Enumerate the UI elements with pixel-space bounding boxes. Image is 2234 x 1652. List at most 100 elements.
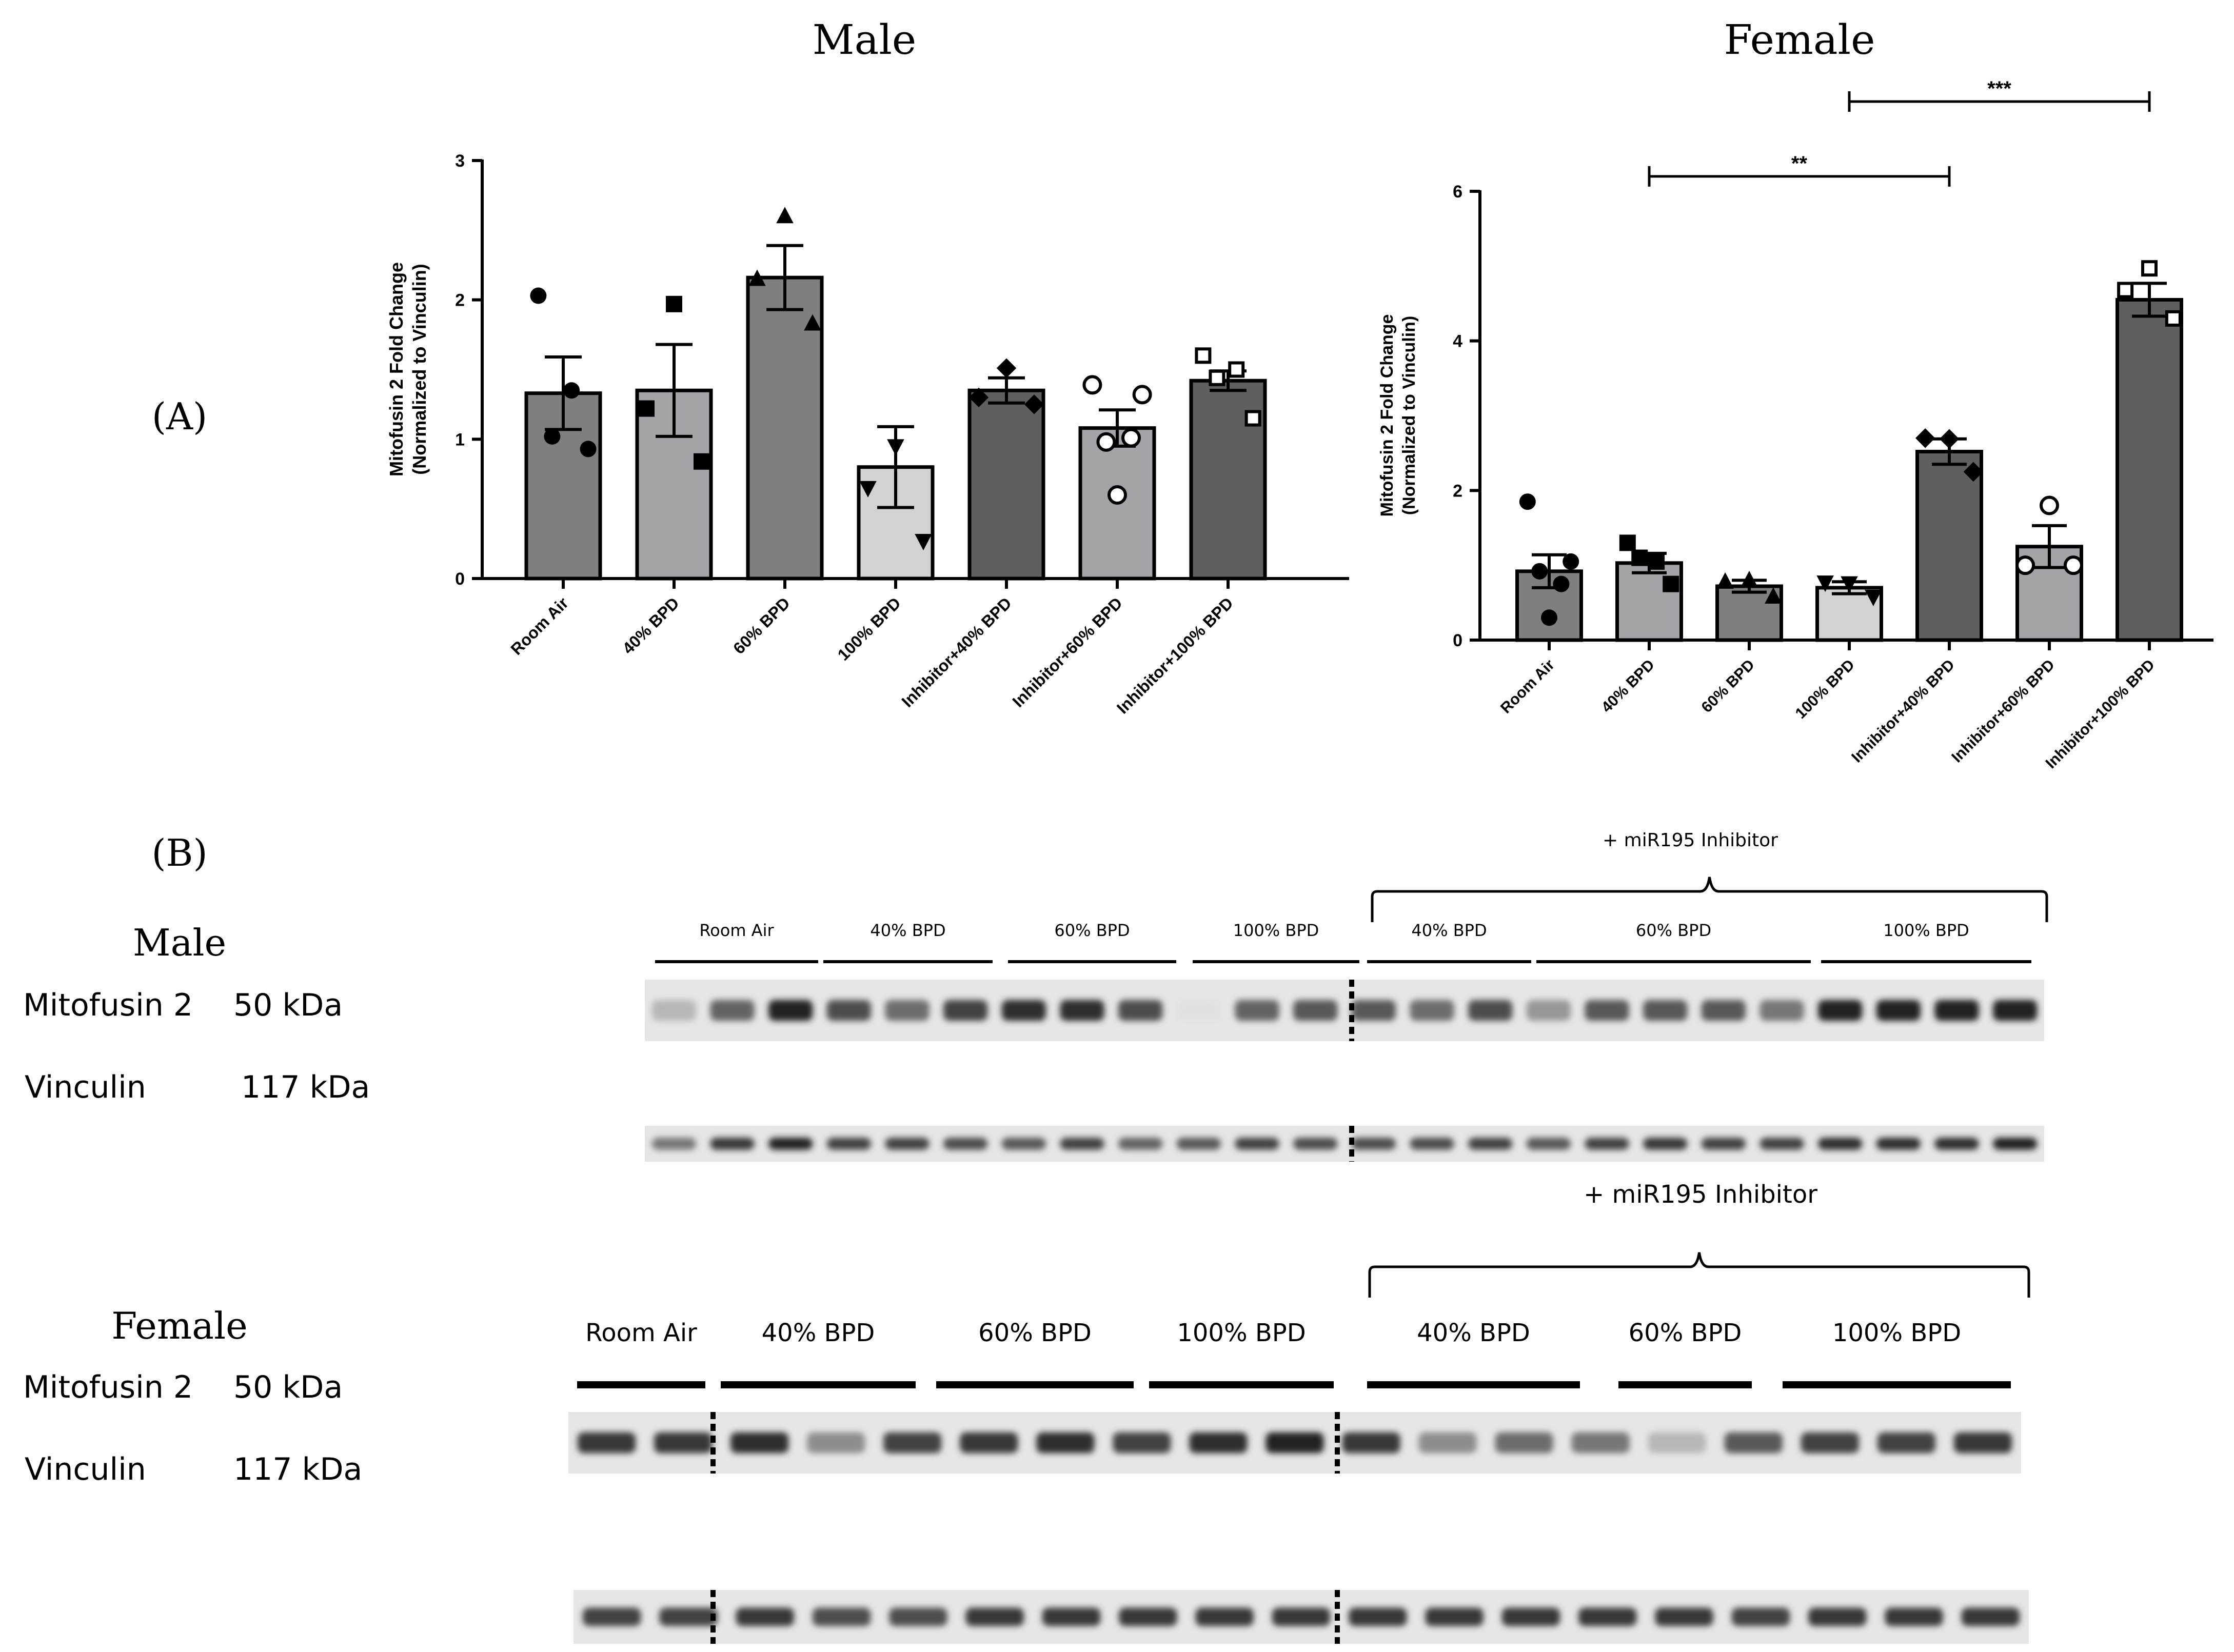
mfn2-band bbox=[1585, 1000, 1629, 1021]
data-point bbox=[1531, 563, 1548, 580]
female-ylabel-line1: Mitofusin 2 Fold Change bbox=[1377, 314, 1397, 517]
vinculin-band bbox=[1351, 1138, 1396, 1150]
mfn2-band bbox=[1418, 1432, 1477, 1454]
mfn2-band bbox=[1176, 1000, 1221, 1021]
mfn2-band bbox=[1342, 1432, 1400, 1454]
female-chart-title: Female bbox=[1724, 16, 1875, 64]
data-point bbox=[1631, 549, 1648, 566]
data-point bbox=[1244, 410, 1261, 427]
lane-group-label: 60% BPD bbox=[1636, 921, 1711, 940]
data-point bbox=[666, 295, 682, 312]
vinculin-band bbox=[1808, 1607, 1867, 1626]
data-point bbox=[694, 453, 710, 470]
data-point bbox=[1082, 375, 1102, 395]
vinculin-band bbox=[1060, 1138, 1104, 1150]
lane-group-label: 60% BPD bbox=[1629, 1319, 1742, 1347]
vinculin-band bbox=[885, 1138, 930, 1150]
x-tick-label: 100% BPD bbox=[1792, 656, 1858, 722]
data-point bbox=[530, 287, 547, 304]
x-tick-label: Inhibitor+100% BPD bbox=[2042, 656, 2158, 772]
mfn2-band bbox=[807, 1432, 865, 1454]
vinculin-band bbox=[1643, 1138, 1688, 1150]
vinculin-band bbox=[1425, 1607, 1484, 1626]
vinculin-band bbox=[1195, 1607, 1254, 1626]
vinculin-band bbox=[943, 1138, 988, 1150]
mfn2-band bbox=[651, 1000, 697, 1021]
x-tick-label: 40% BPD bbox=[1598, 656, 1657, 716]
bar bbox=[2116, 297, 2183, 642]
mfn2-band bbox=[577, 1432, 636, 1454]
female-vinculin-mass-label: 117 kDa bbox=[233, 1451, 362, 1487]
mfn2-band bbox=[1118, 1000, 1163, 1021]
vinculin-band bbox=[659, 1607, 718, 1626]
data-point bbox=[1939, 429, 1960, 449]
data-point bbox=[1553, 575, 1570, 592]
data-point bbox=[1121, 428, 1141, 448]
data-point bbox=[1519, 493, 1536, 510]
data-point bbox=[1209, 369, 1225, 386]
female-vinculin-protein-label: Vinculin bbox=[25, 1451, 146, 1487]
x-tick-label: Inhibitor+60% BPD bbox=[1948, 656, 2058, 766]
lane-group-label: 100% BPD bbox=[1883, 921, 1969, 940]
mfn2-band bbox=[826, 1000, 872, 1021]
mfn2-band bbox=[768, 1000, 813, 1021]
male-ylabel-line2: (Normalized to Vinculin) bbox=[409, 264, 430, 474]
mfn2-band bbox=[654, 1432, 713, 1454]
female-mfn2-protein-label: Mitofusin 2 bbox=[23, 1369, 193, 1405]
data-point bbox=[1963, 462, 1984, 482]
lane-group-label: Room Air bbox=[699, 921, 774, 940]
female-mfn2-mass-label: 50 kDa bbox=[233, 1369, 343, 1405]
mfn2-band bbox=[1526, 1000, 1571, 1021]
lane-group-label: 60% BPD bbox=[978, 1319, 1092, 1347]
mfn2-band bbox=[883, 1432, 942, 1454]
mfn2-band bbox=[1060, 1000, 1104, 1021]
x-tick-label: 100% BPD bbox=[834, 593, 904, 664]
data-point bbox=[1648, 553, 1665, 570]
mfn2-band bbox=[1724, 1432, 1783, 1454]
mfn2-blot-strip bbox=[645, 980, 2044, 1041]
vinculin-band bbox=[1042, 1607, 1101, 1626]
data-point bbox=[1841, 576, 1858, 593]
mfn2-band bbox=[1468, 1000, 1513, 1021]
male-chart-title: Male bbox=[813, 16, 917, 64]
vinculin-band bbox=[1585, 1138, 1629, 1150]
vinculin-band bbox=[1817, 1138, 1863, 1150]
male-mfn2-mass-label: 50 kDa bbox=[233, 987, 343, 1023]
significance-label: *** bbox=[1987, 77, 2011, 100]
data-point bbox=[1741, 570, 1758, 587]
vinculin-band bbox=[1501, 1607, 1560, 1626]
mfn2-band bbox=[1495, 1432, 1553, 1454]
y-tick-label: 2 bbox=[455, 291, 465, 310]
data-point bbox=[859, 481, 877, 497]
lane-group-label: 40% BPD bbox=[762, 1319, 875, 1347]
vinculin-band bbox=[1876, 1138, 1921, 1150]
male-blot-title: Male bbox=[133, 921, 226, 964]
lane-group-label: 100% BPD bbox=[1233, 921, 1319, 940]
lane-group-label: 40% BPD bbox=[1411, 921, 1487, 940]
mfn2-band bbox=[1801, 1432, 1860, 1454]
mfn2-band bbox=[1113, 1432, 1171, 1454]
female-ylabel-line2: (Normalized to Vinculin) bbox=[1399, 316, 1419, 515]
data-point bbox=[1816, 575, 1834, 592]
mfn2-band bbox=[1001, 1000, 1046, 1021]
vinculin-band bbox=[1118, 1138, 1163, 1150]
data-point bbox=[915, 534, 932, 551]
data-point bbox=[1716, 572, 1734, 589]
vinculin-band bbox=[1468, 1138, 1513, 1150]
x-tick-label: 60% BPD bbox=[1698, 656, 1757, 716]
x-tick-label: 60% BPD bbox=[729, 593, 794, 658]
data-point bbox=[1563, 553, 1579, 570]
x-tick-label: Inhibitor+40% BPD bbox=[898, 593, 1015, 711]
data-point bbox=[1132, 385, 1152, 405]
data-point bbox=[2165, 310, 2182, 327]
inhibitor-brace bbox=[1368, 1252, 2030, 1298]
vinculin-band bbox=[651, 1138, 697, 1150]
data-point bbox=[748, 269, 766, 286]
inhibitor-brace bbox=[1371, 877, 2048, 922]
vinculin-band bbox=[1001, 1138, 1046, 1150]
vinculin-band bbox=[1885, 1607, 1943, 1626]
data-point bbox=[580, 441, 597, 457]
